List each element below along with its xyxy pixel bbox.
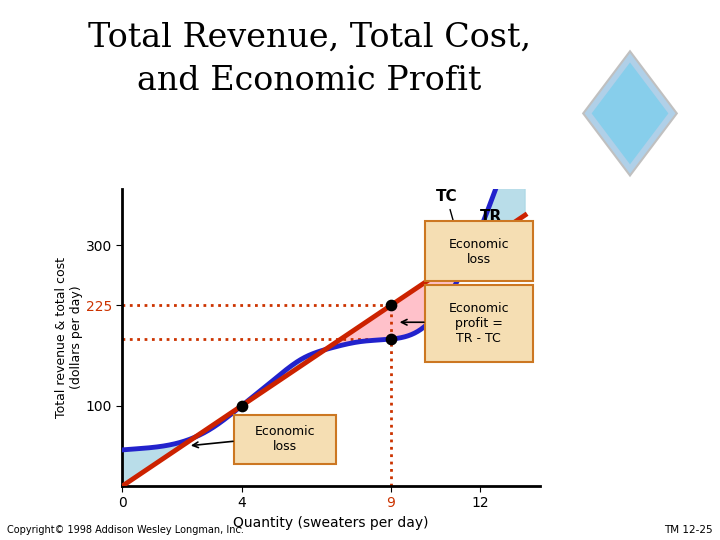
Text: Economic
profit =
TR - TC: Economic profit = TR - TC [449, 302, 509, 346]
Text: Copyright© 1998 Addison Wesley Longman, Inc.: Copyright© 1998 Addison Wesley Longman, … [7, 524, 244, 535]
Text: TM 12-25: TM 12-25 [664, 524, 713, 535]
Text: and Economic Profit: and Economic Profit [138, 65, 482, 97]
Point [474, 225, 486, 233]
Point [385, 335, 397, 343]
X-axis label: Quantity (sweaters per day): Quantity (sweaters per day) [233, 516, 429, 530]
FancyBboxPatch shape [425, 285, 533, 362]
FancyBboxPatch shape [425, 221, 533, 281]
Text: TC: TC [436, 189, 466, 260]
Y-axis label: Total revenue & total cost
(dollars per day): Total revenue & total cost (dollars per … [55, 257, 83, 418]
FancyBboxPatch shape [234, 415, 336, 463]
Text: TR: TR [480, 209, 503, 231]
Text: Economic
loss: Economic loss [449, 238, 509, 266]
Text: Economic
loss: Economic loss [255, 426, 315, 454]
Point [236, 401, 248, 410]
Text: Total Revenue, Total Cost,: Total Revenue, Total Cost, [88, 22, 531, 54]
Point [385, 301, 397, 310]
